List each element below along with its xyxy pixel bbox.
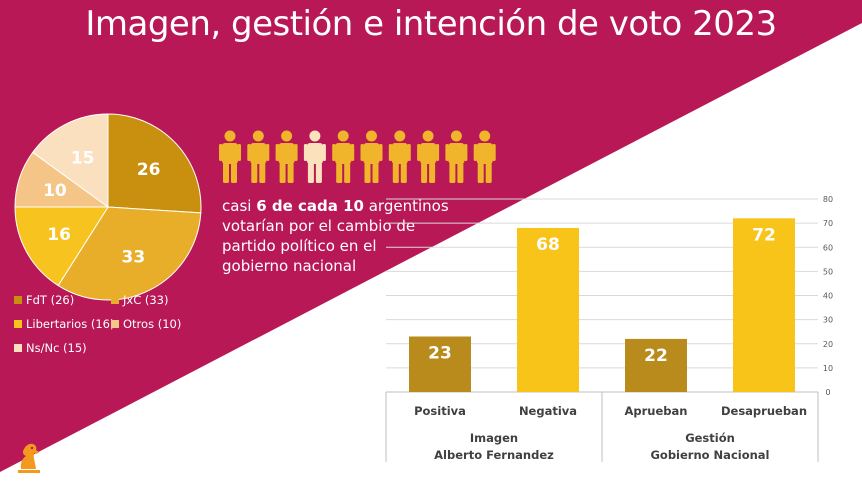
legend-label: Otros (10) <box>123 317 182 331</box>
group-label-line2: Alberto Fernandez <box>434 448 554 462</box>
person-icon <box>445 130 468 183</box>
y-tick-label: 80 <box>823 195 833 204</box>
y-tick-label: 10 <box>823 364 833 373</box>
person-icon <box>332 130 355 183</box>
y-tick-label: 20 <box>823 340 833 349</box>
category-label: Desaprueban <box>721 404 807 418</box>
brand-logo <box>18 443 40 473</box>
category-label: Aprueban <box>625 404 688 418</box>
legend-label: Libertarios (16) <box>26 317 115 331</box>
category-label: Positiva <box>414 404 466 418</box>
group-label-line1: Gestión <box>685 431 735 445</box>
bar-value-label: 72 <box>752 225 776 245</box>
y-tick-label: 40 <box>823 292 833 301</box>
caption-line-2: votarían por el cambio de <box>222 217 416 235</box>
pie-slice-label: 33 <box>121 248 145 268</box>
person-icon <box>219 130 241 183</box>
pie-slice-0 <box>107 113 202 214</box>
caption-line-4: gobierno nacional <box>222 257 357 275</box>
caption-line-3: partido político en el <box>222 237 377 255</box>
y-tick-label: 0 <box>825 388 830 397</box>
legend-label: JxC (33) <box>123 293 169 307</box>
group-label-line2: Gobierno Nacional <box>650 448 769 462</box>
y-tick-label: 60 <box>823 243 833 252</box>
pie-slice-label: 26 <box>137 160 161 180</box>
legend-swatch <box>111 296 119 304</box>
bar-aprueban <box>625 338 687 392</box>
bar-positiva <box>409 336 471 392</box>
person-icon <box>247 130 270 183</box>
legend-label: FdT (26) <box>26 293 75 307</box>
legend-swatch <box>14 344 22 352</box>
bar-desaprueban <box>733 218 795 392</box>
bar-value-label: 23 <box>428 344 452 364</box>
pie-slice-4 <box>32 113 109 208</box>
legend-item-jxc: JxC (33) <box>111 293 169 307</box>
legend-item-nsnc: Ns/Nc (15) <box>14 341 87 355</box>
bar-value-label: 68 <box>536 235 560 255</box>
person-icon <box>303 130 326 183</box>
caption-pre: casi <box>222 197 257 215</box>
pie-slice-2 <box>14 206 109 287</box>
caption: casi 6 de cada 10 argentinos votarían po… <box>222 196 462 276</box>
person-icon <box>417 130 440 183</box>
legend-swatch <box>111 320 119 328</box>
person-icon <box>388 130 411 183</box>
group-label-line1: Imagen <box>470 431 518 445</box>
pie-slice-label: 15 <box>71 148 95 168</box>
person-icon <box>473 130 496 183</box>
y-tick-label: 70 <box>823 219 833 228</box>
person-icon <box>275 130 298 183</box>
pie-slice-label: 16 <box>47 225 71 245</box>
page-title: Imagen, gestión e intención de voto 2023 <box>85 4 777 44</box>
legend-item-fdt: FdT (26) <box>14 293 74 307</box>
y-tick-label: 50 <box>823 267 833 276</box>
legend-label: Ns/Nc (15) <box>26 341 87 355</box>
caption-post: argentinos <box>363 197 449 215</box>
y-tick-label: 30 <box>823 316 833 325</box>
bar-value-label: 22 <box>644 346 668 366</box>
bar-negativa <box>517 227 579 392</box>
legend-swatch <box>14 296 22 304</box>
legend-item-otros: Otros (10) <box>111 317 181 331</box>
category-label: Negativa <box>519 404 577 418</box>
legend-item-libertarios: Libertarios (16) <box>14 317 114 331</box>
legend-swatch <box>14 320 22 328</box>
person-icon <box>360 130 383 183</box>
caption-bold: 6 de cada 10 <box>256 197 364 215</box>
pie-slice-label: 10 <box>43 181 67 201</box>
